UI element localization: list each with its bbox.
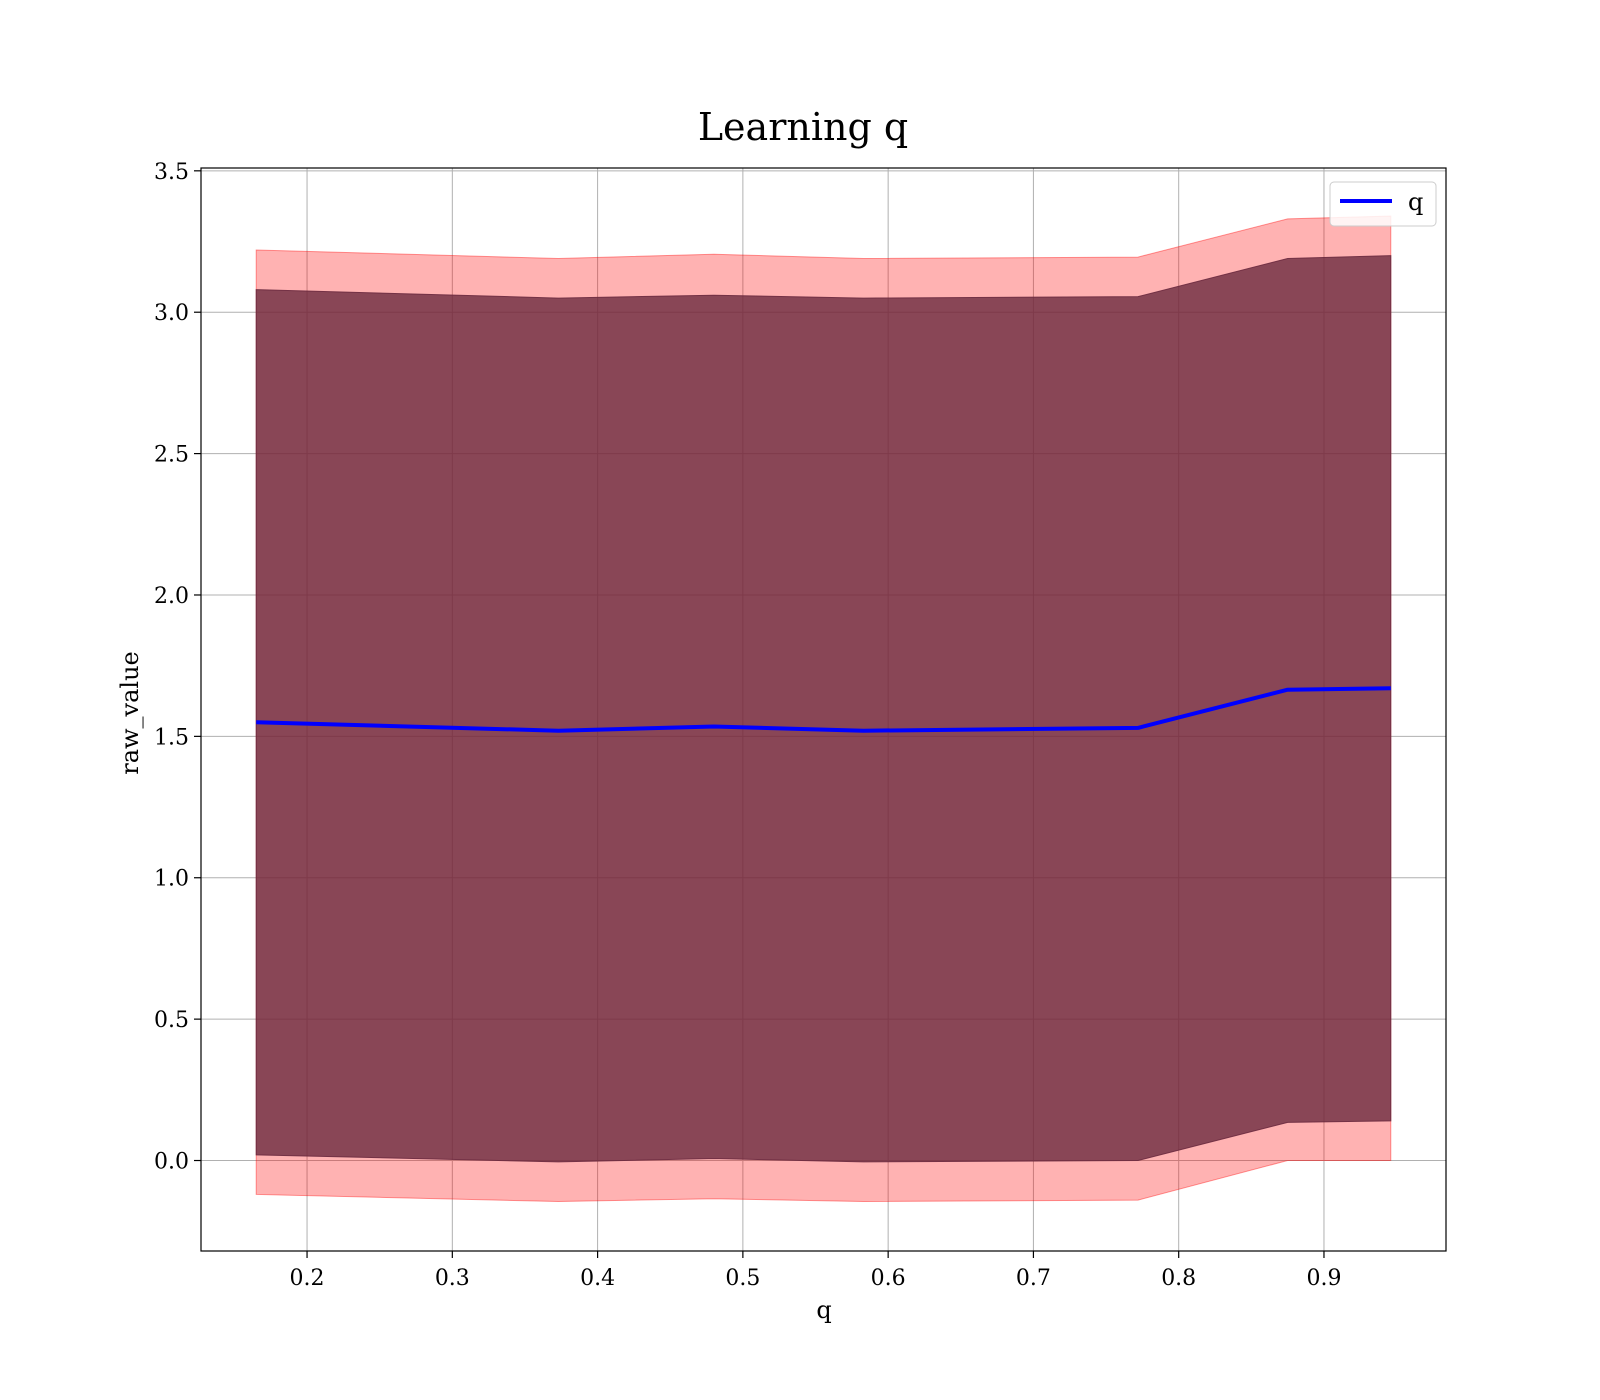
plot-frame <box>200 167 1447 1252</box>
x-tick-label: 0.4 <box>580 1266 615 1291</box>
x-axis-ticks: 0.2 0.3 0.4 0.5 0.6 0.7 0.8 0.9 <box>290 1251 1341 1291</box>
legend-label-q: q <box>1408 188 1423 216</box>
y-tick-label: 3.0 <box>154 301 189 326</box>
confidence-band-2 <box>255 255 1392 1163</box>
legend-box <box>1329 181 1437 227</box>
x-tick-label: 0.7 <box>1016 1266 1051 1291</box>
y-axis-label: raw_value <box>116 651 144 775</box>
x-tick-label: 0.2 <box>290 1266 325 1291</box>
x-tick-label: 0.3 <box>435 1266 470 1291</box>
y-tick-label: 3.5 <box>154 160 189 185</box>
series-line-q <box>256 686 1391 733</box>
y-tick-label: 2.5 <box>154 443 189 468</box>
x-tick-label: 0.6 <box>871 1266 906 1291</box>
x-axis-label: q <box>816 1296 831 1324</box>
x-tick-label: 0.8 <box>1161 1266 1196 1291</box>
legend: q <box>1329 181 1437 227</box>
y-tick-label: 1.0 <box>154 867 189 892</box>
y-tick-label: 2.0 <box>154 584 189 609</box>
y-tick-label: 1.5 <box>154 725 189 750</box>
x-tick-label: 0.9 <box>1306 1266 1341 1291</box>
chart-title: Learning q <box>698 105 908 149</box>
series-lines <box>256 686 1391 733</box>
x-tick-label: 0.5 <box>725 1266 760 1291</box>
confidence-bands <box>255 215 1392 1203</box>
y-tick-label: 0.5 <box>154 1008 189 1033</box>
y-axis-ticks: 0.0 0.5 1.0 1.5 2.0 2.5 3.0 3.5 <box>154 160 201 1175</box>
y-tick-label: 0.0 <box>154 1150 189 1175</box>
